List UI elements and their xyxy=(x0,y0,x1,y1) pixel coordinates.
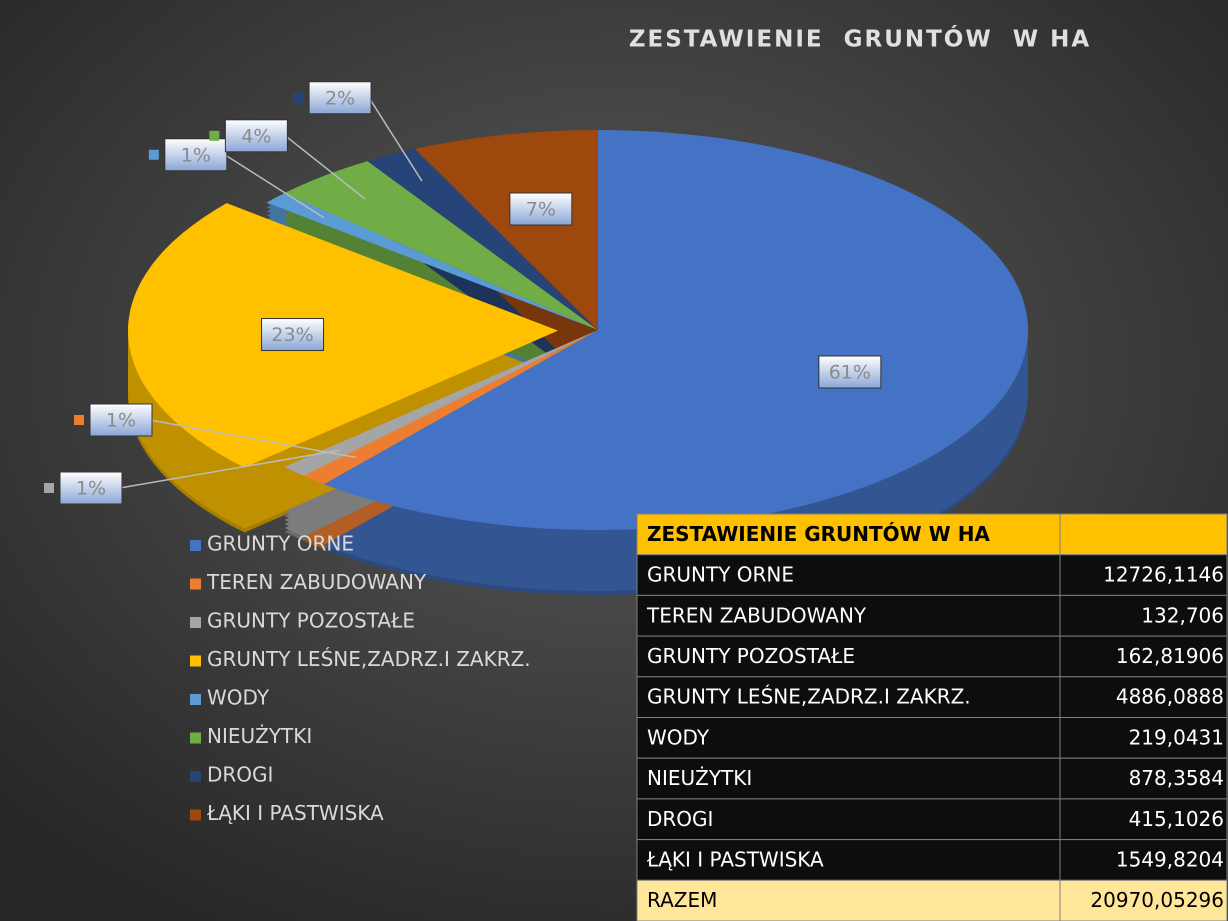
table-text: DROGI xyxy=(647,807,713,831)
label-box xyxy=(224,119,288,153)
table-value: 162,81906 xyxy=(1116,644,1224,668)
slice xyxy=(284,330,598,476)
legend-key xyxy=(190,732,201,744)
legend-key xyxy=(190,694,201,705)
table-cell xyxy=(636,676,1061,718)
data-label: 23% xyxy=(271,324,313,346)
table-cell xyxy=(1059,594,1228,637)
table-cell xyxy=(1059,798,1228,841)
legend-label: WODY xyxy=(207,686,270,710)
table-value: 1549,8204 xyxy=(1116,847,1224,871)
table-cell xyxy=(636,757,1061,800)
label-key xyxy=(245,329,256,340)
table: ZESTAWIENIE GRUNTÓW W HA GRUNTY ORNE 12726… xyxy=(636,513,1228,921)
slice xyxy=(367,149,598,330)
data-label: 1% xyxy=(106,410,136,432)
table-text: GRUNTY POZOSTAŁE xyxy=(647,644,855,668)
legend-key xyxy=(190,809,201,821)
table-text: WODY xyxy=(647,725,710,749)
table-text: NIEUŻYTKI xyxy=(647,766,752,790)
legend-key xyxy=(190,617,201,628)
legend-key xyxy=(190,771,201,782)
legend-label: ŁĄKI I PASTWISKA xyxy=(206,801,384,825)
legend-key xyxy=(190,540,201,551)
legend-label: TEREN ZABUDOWANY xyxy=(206,570,427,594)
table-cell xyxy=(1059,757,1228,800)
table-value: 415,1026 xyxy=(1129,807,1224,831)
table-text: GRUNTY ORNE xyxy=(647,563,794,587)
data-label: 7% xyxy=(526,198,556,220)
table-value: 12726,1146 xyxy=(1103,563,1224,587)
table-value: 219,0431 xyxy=(1129,725,1224,749)
slice xyxy=(284,161,598,330)
label-key xyxy=(148,149,159,160)
data-label: 61% xyxy=(829,362,871,384)
chart-title: ZESTAWIENIE GRUNTÓW W HA xyxy=(629,25,1091,53)
label-box xyxy=(59,471,123,505)
leader-line xyxy=(149,419,357,459)
table-text: ZESTAWIENIE GRUNTÓW W HA xyxy=(647,522,990,546)
data-label: 1% xyxy=(181,144,211,166)
table-value: 20970,05296 xyxy=(1090,888,1224,912)
table-cell xyxy=(1059,879,1228,921)
label-box xyxy=(308,81,372,115)
table-cell xyxy=(1059,839,1228,881)
table-value: 878,3584 xyxy=(1129,766,1224,790)
legend-key xyxy=(190,578,201,590)
legend-key xyxy=(190,655,201,667)
table-cell xyxy=(636,594,1061,637)
label-key xyxy=(74,415,84,425)
leader-line xyxy=(368,97,423,182)
leader-line xyxy=(284,135,366,200)
slice xyxy=(414,130,598,330)
slice xyxy=(266,193,598,330)
table-cell xyxy=(636,717,1061,759)
label-key xyxy=(802,367,813,378)
table-cell xyxy=(636,798,1061,841)
leader-line xyxy=(224,154,325,219)
data-label: 1% xyxy=(76,478,106,500)
table-text: TEREN ZABUDOWANY xyxy=(646,603,867,627)
table-cell xyxy=(1059,513,1228,556)
label-box xyxy=(164,138,228,172)
label-box xyxy=(89,403,153,437)
label-key xyxy=(293,92,304,103)
label-key xyxy=(44,483,54,493)
legend: GRUNTY ORNE TEREN ZABUDOWANY GRUNTY POZOST… xyxy=(190,532,531,825)
leader-line xyxy=(119,449,340,489)
data-label: 4% xyxy=(241,125,271,147)
label-box xyxy=(509,192,573,226)
legend-label: NIEUŻYTKI xyxy=(207,724,312,748)
slice xyxy=(303,330,598,485)
slice xyxy=(128,203,559,468)
data-label: 2% xyxy=(325,87,355,109)
legend-label: GRUNTY LEŚNE,ZADRZ.I ZAKRZ. xyxy=(207,647,531,671)
label-box xyxy=(818,355,882,389)
label-box xyxy=(261,318,325,352)
table-text: ŁĄKI I PASTWISKA xyxy=(646,847,824,871)
label-key xyxy=(209,130,220,141)
pie: 61% 1% 1% 23% 1% 4% 2% 7% xyxy=(44,81,1028,595)
table-cell xyxy=(1059,635,1228,678)
legend-label: DROGI xyxy=(207,763,273,787)
slice xyxy=(323,130,1028,530)
table-text: RAZEM xyxy=(647,888,717,912)
table-value: 4886,0888 xyxy=(1116,685,1224,709)
label-key xyxy=(493,203,504,214)
legend-label: GRUNTY POZOSTAŁE xyxy=(207,609,415,633)
table-cell xyxy=(636,513,1061,556)
table-text: GRUNTY LEŚNE,ZADRZ.I ZAKRZ. xyxy=(647,685,971,709)
table-value: 132,706 xyxy=(1141,603,1224,627)
legend-label: GRUNTY ORNE xyxy=(207,532,354,556)
table-cell xyxy=(1059,554,1228,596)
table-cell xyxy=(1059,676,1228,718)
table-cell xyxy=(636,879,1061,921)
